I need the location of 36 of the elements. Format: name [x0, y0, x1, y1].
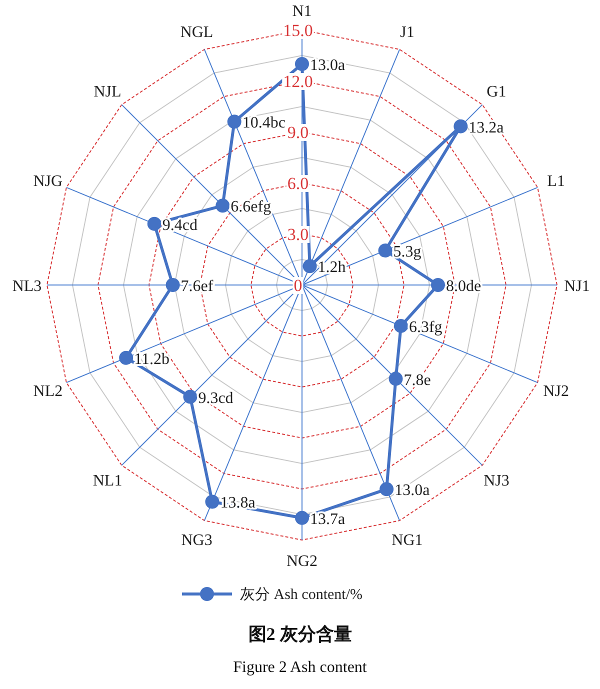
y-tick-label: 6.0: [287, 174, 309, 193]
spoke-label: NL2: [33, 383, 63, 400]
spoke-label: NG1: [392, 532, 423, 550]
legend-label: 灰分 Ash content/%: [240, 586, 362, 603]
spoke-label: NL3: [12, 278, 42, 295]
spoke-label: NJL: [94, 84, 122, 101]
data-label: 13.7a: [310, 510, 346, 528]
spoke-label: G1: [486, 84, 506, 101]
spoke-label: NJ1: [564, 278, 590, 295]
data-label: 9.4cd: [162, 216, 198, 234]
text: 图2 灰分含量: [248, 624, 352, 644]
spoke-label: N1: [292, 3, 312, 20]
spoke-label: NJ2: [543, 383, 569, 400]
data-label: 7.8e: [404, 372, 431, 389]
spoke-label: NJG: [33, 172, 64, 190]
data-label: 5.3g: [393, 244, 422, 261]
spoke-label: NG3: [181, 532, 212, 550]
spoke-label: NG2: [286, 553, 318, 570]
spoke-label: NGL: [180, 24, 214, 41]
y-tick-label: 9.0: [287, 123, 309, 142]
data-label: 13.0a: [394, 482, 430, 500]
spoke-label: NJ3: [484, 472, 510, 490]
y-tick-label: 12.0: [283, 72, 313, 91]
y-tick-label: 0: [294, 276, 302, 295]
data-label: 13.0a: [310, 57, 346, 74]
y-tick-label: 3.0: [287, 225, 309, 244]
text: Figure 2 Ash content: [233, 659, 368, 676]
data-label: 6.3fg: [408, 318, 442, 336]
spoke-label: NL1: [92, 472, 122, 490]
data-label: 10.4bc: [242, 114, 286, 132]
spoke-label: L1: [547, 172, 565, 190]
data-label: 9.3cd: [198, 390, 234, 407]
y-tick-label: 15.0: [283, 21, 313, 40]
data-label: 11.2b: [134, 350, 170, 368]
spoke-label: J1: [400, 24, 414, 41]
data-label: 13.2a: [468, 119, 504, 136]
